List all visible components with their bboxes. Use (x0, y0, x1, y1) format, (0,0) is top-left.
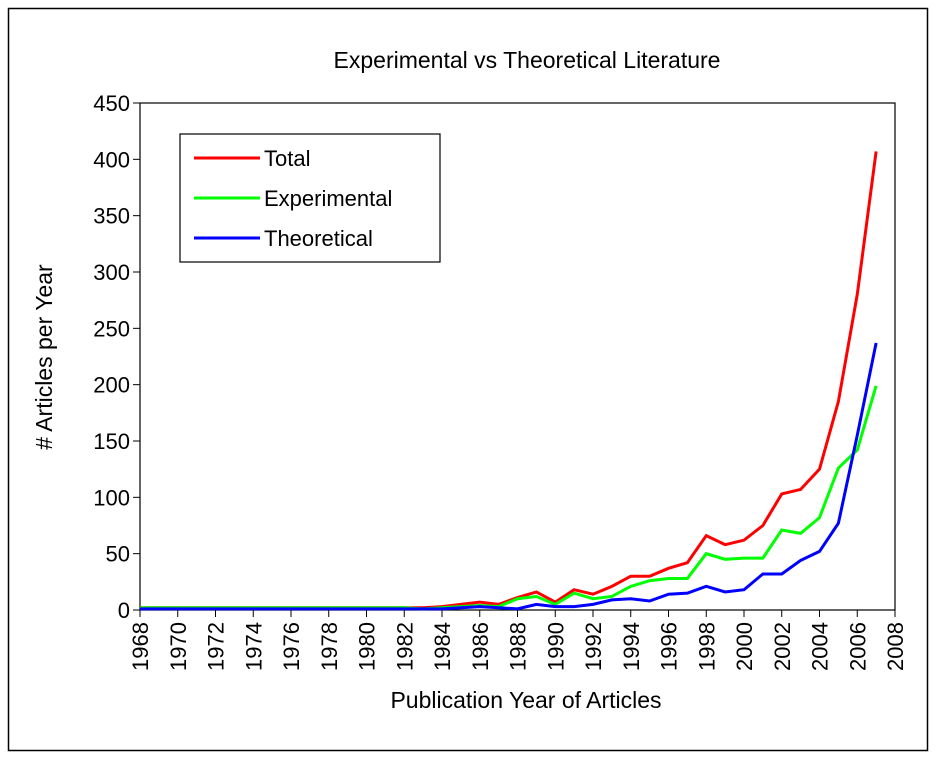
x-tick-label: 1996 (657, 622, 682, 671)
y-tick-label: 100 (93, 485, 130, 510)
frame (7, 7, 929, 752)
y-tick-label: 150 (93, 429, 130, 454)
x-tick-label: 1988 (506, 622, 531, 671)
x-tick-label: 1986 (468, 622, 493, 671)
y-tick-label: 450 (93, 91, 130, 116)
x-tick-label: 1972 (204, 622, 229, 671)
x-tick-label: 1970 (166, 622, 191, 671)
x-tick-label: 1982 (392, 622, 417, 671)
y-tick-label: 350 (93, 204, 130, 229)
legend-label: Total (264, 146, 310, 171)
x-tick-label: 1980 (355, 622, 380, 671)
y-tick-label: 0 (118, 598, 130, 623)
x-tick-label: 2006 (845, 622, 870, 671)
x-tick-label: 1998 (694, 622, 719, 671)
y-tick-label: 50 (106, 542, 130, 567)
x-tick-label: 1976 (279, 622, 304, 671)
y-tick-label: 250 (93, 316, 130, 341)
x-tick-label: 2004 (808, 622, 833, 671)
y-axis-label: # Articles per Year (31, 264, 57, 450)
chart-title: Experimental vs Theoretical Literature (334, 47, 721, 73)
x-tick-label: 1974 (241, 622, 266, 671)
y-tick-label: 400 (93, 147, 130, 172)
series-line (140, 342, 878, 611)
x-tick-label: 2008 (883, 622, 908, 671)
y-tick-label: 300 (93, 260, 130, 285)
y-tick-label: 200 (93, 373, 130, 398)
x-tick-label: 1990 (543, 622, 568, 671)
x-tick-label: 2002 (770, 622, 795, 671)
legend-label: Theoretical (264, 226, 373, 251)
x-tick-label: 1994 (619, 622, 644, 671)
x-tick-label: 1978 (317, 622, 342, 671)
x-tick-label: 1968 (128, 622, 153, 671)
x-tick-label: 1984 (430, 622, 455, 671)
x-tick-label: 1992 (581, 622, 606, 671)
x-tick-label: 2000 (732, 622, 757, 671)
legend-label: Experimental (264, 186, 392, 211)
x-axis-label: Publication Year of Articles (390, 687, 661, 713)
